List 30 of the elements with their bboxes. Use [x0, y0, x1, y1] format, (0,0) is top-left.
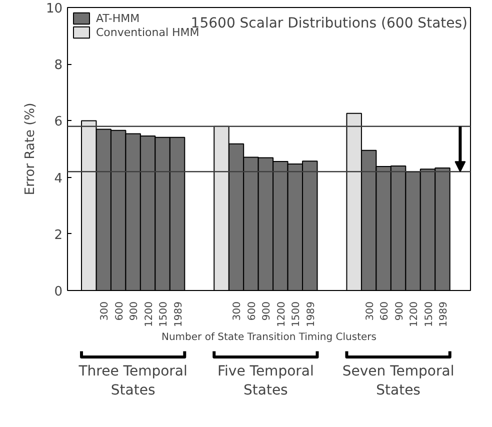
x-tick-label: 600	[380, 301, 391, 321]
x-tick-label: 1989	[306, 301, 317, 327]
y-tick-label: 4	[54, 171, 63, 186]
x-tick-label: 600	[114, 301, 126, 321]
x-tick-label: 300	[232, 301, 244, 321]
x-tick-label: 300	[100, 301, 111, 321]
x-tick-label: 600	[246, 301, 258, 321]
y-tick-label: 2	[54, 228, 63, 243]
x-tick-label: 1500	[424, 301, 435, 327]
y-tick-label: 6	[54, 114, 63, 130]
y-tick-label: 10	[46, 2, 63, 16]
y-axis-title: Error Rate (%)	[22, 102, 38, 196]
x-axis-title: Number of State Transition Timing Clusters	[161, 332, 377, 343]
legend-label: AT-HMM	[96, 11, 140, 25]
x-tick-label: 300	[364, 301, 376, 321]
text: Seven Temporal States	[342, 364, 454, 399]
x-tick-label: 1200	[144, 301, 155, 327]
x-tick-label: 1200	[409, 301, 420, 327]
x-tick-label: 1500	[158, 301, 170, 327]
x-tick-label: 1500	[291, 301, 302, 327]
x-tick-label: 1989	[173, 301, 184, 327]
x-tick-label: 900	[262, 301, 273, 321]
x-tick-label: 1989	[438, 301, 450, 327]
x-tick-label: 900	[129, 301, 140, 321]
y-tick-label: 0	[54, 284, 63, 300]
x-tick-label: 1200	[276, 301, 288, 327]
y-tick-label: 8	[54, 58, 63, 74]
x-tick-label: 900	[394, 301, 406, 321]
text: Five Temporal States	[218, 364, 314, 399]
text: Three Temporal States	[78, 364, 188, 399]
